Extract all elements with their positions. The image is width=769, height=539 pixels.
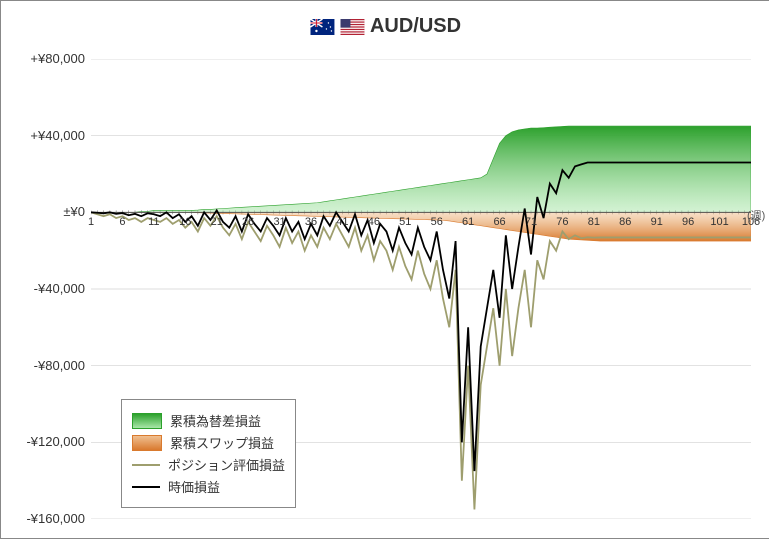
legend-box: 累積為替差損益累積スワップ損益ポジション評価損益時価損益 (121, 399, 296, 508)
legend-swatch (132, 464, 160, 466)
x-tick-label: 86 (619, 216, 631, 228)
x-tick-label: 91 (651, 216, 663, 228)
x-tick-label: 96 (682, 216, 694, 228)
legend-item: 時価損益 (132, 477, 285, 496)
y-tick-label: -¥160,000 (5, 511, 85, 526)
x-tick-label: 61 (462, 216, 474, 228)
legend-swatch (132, 486, 160, 488)
y-tick-label: ±¥0 (5, 204, 85, 219)
legend-swatch (132, 413, 162, 429)
x-tick-label: 26 (242, 216, 254, 228)
x-tick-label: 21 (211, 216, 223, 228)
x-tick-label: 71 (525, 216, 537, 228)
x-tick-label: 46 (368, 216, 380, 228)
y-tick-label: -¥120,000 (5, 434, 85, 449)
x-tick-label: 51 (399, 216, 411, 228)
x-tick-label: 81 (588, 216, 600, 228)
legend-item: 累積為替差損益 (132, 411, 285, 430)
x-tick-label: 56 (431, 216, 443, 228)
chart-title-text: AUD/USD (370, 15, 461, 38)
x-tick-label: 66 (493, 216, 505, 228)
legend-item: ポジション評価損益 (132, 455, 285, 474)
legend-label: 時価損益 (168, 477, 220, 496)
x-tick-label: 101 (710, 216, 728, 228)
legend-label: 累積為替差損益 (170, 411, 261, 430)
x-tick-label: 16 (179, 216, 191, 228)
x-axis-unit: (週) (747, 207, 765, 223)
x-tick-label: 6 (119, 216, 125, 228)
y-tick-label: +¥40,000 (5, 128, 85, 143)
x-tick-label: 41 (336, 216, 348, 228)
legend-item: 累積スワップ損益 (132, 433, 285, 452)
flag-icon-au (310, 19, 334, 35)
x-tick-label: 11 (148, 216, 159, 228)
series-forex-area (91, 126, 751, 212)
flag-icon-us (340, 19, 364, 35)
legend-label: 累積スワップ損益 (170, 433, 274, 452)
x-tick-label: 1 (88, 216, 94, 228)
x-tick-label: 76 (556, 216, 568, 228)
x-tick-label: 36 (305, 216, 317, 228)
y-tick-label: +¥80,000 (5, 51, 85, 66)
legend-swatch (132, 435, 162, 451)
y-tick-label: -¥40,000 (5, 281, 85, 296)
chart-title: AUD/USD (310, 15, 461, 38)
legend-label: ポジション評価損益 (168, 455, 285, 474)
y-tick-label: -¥80,000 (5, 358, 85, 373)
x-tick-label: 31 (273, 216, 285, 228)
chart-container: AUD/USD +¥80,000 +¥40,000 ±¥0 -¥40,000 -¥80,… (0, 0, 769, 539)
